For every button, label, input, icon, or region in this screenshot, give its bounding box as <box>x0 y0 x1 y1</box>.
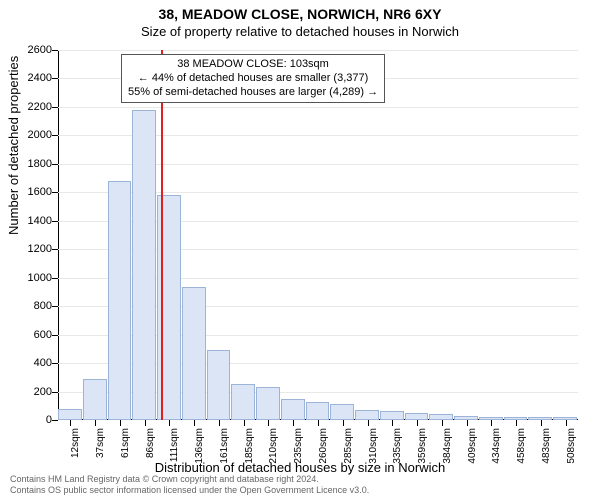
x-tick <box>120 420 121 426</box>
bar <box>380 411 404 420</box>
x-tick <box>442 420 443 426</box>
bar <box>330 404 354 420</box>
y-tick-label: 2600 <box>28 44 52 56</box>
y-tick-label: 600 <box>34 329 52 341</box>
x-tick <box>417 420 418 426</box>
x-tick <box>541 420 542 426</box>
y-tick <box>52 363 58 364</box>
x-tick <box>95 420 96 426</box>
bar <box>355 410 379 420</box>
x-axis-label: Distribution of detached houses by size … <box>0 460 600 475</box>
x-tick <box>169 420 170 426</box>
callout-line: ← 44% of detached houses are smaller (3,… <box>128 72 378 86</box>
bar <box>207 350 231 420</box>
y-tick <box>52 249 58 250</box>
x-tick <box>516 420 517 426</box>
y-axis-label: Number of detached properties <box>6 56 21 235</box>
y-tick <box>52 392 58 393</box>
y-tick <box>52 335 58 336</box>
x-tick <box>268 420 269 426</box>
bar <box>231 384 255 420</box>
y-tick-label: 400 <box>34 357 52 369</box>
x-tick <box>368 420 369 426</box>
y-tick <box>52 306 58 307</box>
x-tick <box>293 420 294 426</box>
x-tick <box>70 420 71 426</box>
y-tick-label: 1400 <box>28 215 52 227</box>
x-tick <box>343 420 344 426</box>
x-tick <box>194 420 195 426</box>
y-tick <box>52 78 58 79</box>
bar <box>405 413 429 420</box>
callout-box: 38 MEADOW CLOSE: 103sqm← 44% of detached… <box>121 54 385 103</box>
bar <box>256 387 280 420</box>
bar <box>83 379 107 420</box>
callout-line: 38 MEADOW CLOSE: 103sqm <box>128 58 378 72</box>
y-tick-label: 1800 <box>28 158 52 170</box>
x-tick <box>467 420 468 426</box>
y-tick <box>52 50 58 51</box>
y-tick-label: 1200 <box>28 243 52 255</box>
x-tick <box>244 420 245 426</box>
title-main: 38, MEADOW CLOSE, NORWICH, NR6 6XY <box>0 0 600 22</box>
grid-line <box>58 107 578 108</box>
y-tick <box>52 135 58 136</box>
y-tick <box>52 221 58 222</box>
y-tick <box>52 278 58 279</box>
credits: Contains HM Land Registry data © Crown c… <box>10 474 369 496</box>
y-tick-label: 2200 <box>28 101 52 113</box>
y-tick-label: 2000 <box>28 129 52 141</box>
y-tick-label: 200 <box>34 386 52 398</box>
credits-line-1: Contains HM Land Registry data © Crown c… <box>10 474 369 485</box>
marker-line <box>161 50 163 420</box>
x-tick <box>566 420 567 426</box>
y-tick-label: 0 <box>46 414 52 426</box>
bar <box>306 402 330 421</box>
x-tick <box>219 420 220 426</box>
callout-line: 55% of semi-detached houses are larger (… <box>128 86 378 100</box>
y-tick <box>52 164 58 165</box>
grid-line <box>58 50 578 51</box>
y-tick <box>52 192 58 193</box>
title-sub: Size of property relative to detached ho… <box>0 22 600 39</box>
x-tick <box>491 420 492 426</box>
x-tick <box>318 420 319 426</box>
y-tick-label: 2400 <box>28 72 52 84</box>
y-tick <box>52 420 58 421</box>
y-axis <box>58 50 59 420</box>
bar <box>281 399 305 420</box>
y-tick <box>52 107 58 108</box>
y-tick-label: 1000 <box>28 272 52 284</box>
x-tick <box>392 420 393 426</box>
bar <box>58 409 82 420</box>
x-tick <box>145 420 146 426</box>
bar <box>182 287 206 420</box>
credits-line-2: Contains OS public sector information li… <box>10 485 369 496</box>
bar <box>108 181 132 420</box>
y-tick-label: 800 <box>34 300 52 312</box>
bar <box>132 110 156 420</box>
y-tick-label: 1600 <box>28 186 52 198</box>
plot-area: 0200400600800100012001400160018002000220… <box>58 50 578 420</box>
